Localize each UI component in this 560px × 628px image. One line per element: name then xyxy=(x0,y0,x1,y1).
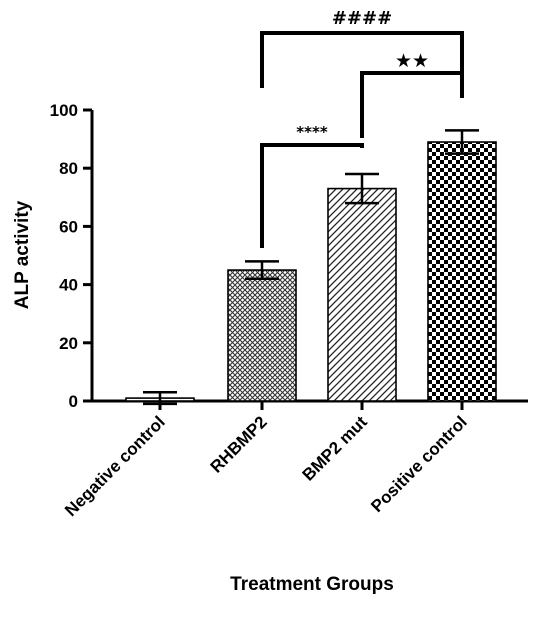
y-tick-label: 80 xyxy=(59,159,78,178)
bar-positive-control xyxy=(427,141,497,402)
category-label: Negative control xyxy=(61,412,169,520)
significance-brackets: **** ★★#### xyxy=(260,8,464,248)
significance-bracket: #### xyxy=(260,8,464,98)
significance-label: **** xyxy=(296,123,328,141)
x-axis xyxy=(92,399,528,410)
x-axis-title: Treatment Groups xyxy=(230,574,394,595)
error-bar xyxy=(245,260,279,281)
significance-label: #### xyxy=(332,8,392,29)
error-bar xyxy=(445,129,479,155)
y-tick-label: 60 xyxy=(59,217,78,236)
significance-bracket: ★★ xyxy=(360,50,464,138)
significance-bracket: **** xyxy=(260,123,364,248)
error-bars-group xyxy=(143,129,479,406)
bar-bmp2-mut xyxy=(327,187,397,402)
y-tick-label: 40 xyxy=(59,276,78,295)
category-label: RHBMP2 xyxy=(207,412,271,476)
y-axis-title: ALP activity xyxy=(12,200,33,309)
y-tick-label: 20 xyxy=(59,334,78,353)
bars-group xyxy=(125,141,497,402)
y-tick-label: 0 xyxy=(69,392,78,411)
error-bar xyxy=(143,391,177,406)
bar-rhbmp2 xyxy=(227,269,297,402)
error-bar xyxy=(345,172,379,205)
y-axis: 0 20 40 60 80 100 xyxy=(50,101,94,411)
category-label: BMP2 mut xyxy=(299,412,371,484)
category-label: Positive control xyxy=(367,412,471,516)
y-tick-label: 100 xyxy=(50,101,78,120)
significance-label: ★★ xyxy=(395,50,429,72)
